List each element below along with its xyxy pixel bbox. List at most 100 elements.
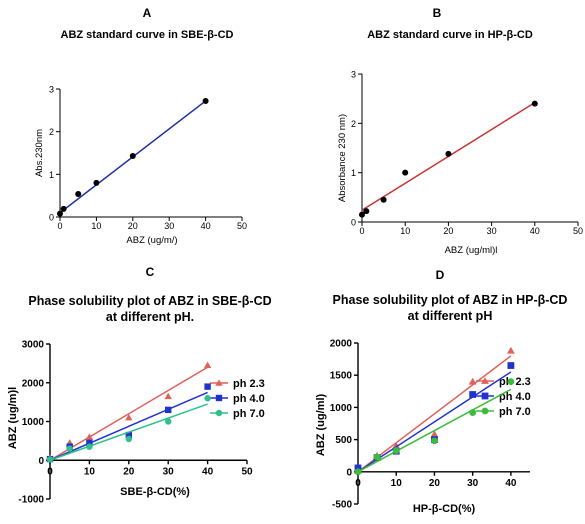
data-point: [57, 210, 63, 217]
panel-d-subtitle: at different pH: [408, 309, 493, 323]
legend-label: ph 4.0: [233, 393, 265, 405]
data-point: [469, 409, 477, 416]
x-tick-label: 30: [467, 478, 479, 489]
x-tick-label: 20: [443, 226, 453, 236]
data-point: [86, 443, 93, 450]
legend-label: ph 4.0: [499, 391, 531, 403]
data-point: [354, 464, 362, 472]
x-tick-label: 40: [530, 226, 540, 236]
data-point: [469, 391, 477, 398]
data-point: [363, 208, 370, 215]
x-tick-label: 40: [505, 478, 517, 489]
data-point: [380, 196, 387, 203]
legend-label: ph 7.0: [499, 406, 531, 418]
panel-letter-b: B: [433, 6, 442, 20]
data-point: [204, 383, 211, 390]
x-tick-label: 10: [400, 226, 410, 236]
fit-line: [357, 355, 512, 473]
legend-marker: [215, 379, 223, 386]
data-point: [373, 453, 381, 461]
x-tick-label: 0: [355, 478, 361, 489]
data-point: [531, 100, 538, 107]
panel-c-xlabel: SBE-β-CD(%): [120, 486, 190, 498]
data-point: [402, 169, 409, 176]
data-point: [359, 211, 365, 218]
x-tick-label: 20: [123, 466, 135, 477]
data-point: [506, 346, 515, 354]
x-tick-label: 30: [164, 221, 174, 231]
data-point: [204, 395, 211, 402]
legend-marker: [215, 394, 223, 402]
x-tick-label: 30: [163, 466, 175, 477]
y-tick-label: 1000: [22, 417, 45, 428]
data-point: [203, 361, 212, 369]
y-tick-label: -1000: [18, 495, 44, 506]
x-tick-label: 10: [391, 478, 403, 489]
data-point: [125, 435, 132, 443]
panel-b: B ABZ standard curve in HP-β-CD ABZ (ug/…: [337, 6, 583, 256]
fit-line: [357, 371, 512, 473]
x-tick-label: 10: [91, 221, 101, 231]
panel-c-title: Phase solubility plot of ABZ in SBE-β-CD: [28, 294, 271, 308]
data-point: [507, 378, 515, 386]
x-tick-label: 0: [359, 226, 364, 236]
panel-a-xlabel: ABZ (ug/m/): [126, 235, 177, 246]
data-point: [129, 152, 136, 159]
y-tick-label: 500: [335, 435, 352, 446]
y-tick-label: 1: [351, 168, 356, 178]
panel-c-ylabel: ABZ (ug/m)l: [7, 387, 19, 449]
data-point: [93, 179, 100, 186]
data-point: [125, 413, 133, 421]
y-tick-label: 2000: [22, 378, 45, 389]
y-tick-label: 3: [49, 85, 54, 95]
legend-label: ph 2.3: [233, 378, 265, 390]
panel-b-xlabel: ABZ (ug/ml)l: [445, 245, 498, 256]
legend-label: ph 7.0: [233, 408, 265, 420]
data-point: [392, 447, 400, 454]
y-tick-label: 3: [351, 70, 356, 80]
y-tick-label: 0: [38, 456, 44, 467]
x-tick-label: 50: [241, 466, 253, 477]
data-point: [445, 150, 452, 157]
fit-line: [49, 391, 208, 461]
x-tick-label: 0: [57, 221, 62, 231]
x-tick-label: 50: [573, 226, 583, 236]
data-point: [86, 439, 93, 447]
y-tick-label: 0: [49, 213, 54, 223]
legend-label: ph 2.3: [499, 376, 531, 388]
panel-a-ylabel: Abs.230nm: [34, 129, 45, 177]
fit-line: [49, 366, 208, 461]
data-point: [202, 97, 209, 104]
legend-marker: [481, 407, 489, 415]
y-tick-label: 2: [49, 127, 54, 137]
panel-c-subtitle: at different pH.: [106, 310, 194, 324]
y-tick-label: 1500: [330, 371, 353, 382]
panel-b-ylabel: Absorbance 230 nm): [337, 114, 348, 202]
panel-letter-d: D: [436, 268, 445, 282]
x-tick-label: 10: [84, 466, 96, 477]
data-point: [507, 362, 515, 369]
data-point: [431, 437, 438, 445]
data-point: [430, 430, 439, 438]
x-tick-label: 50: [237, 221, 247, 231]
y-tick-label: 1: [49, 170, 54, 180]
panel-letter-a: A: [143, 6, 152, 20]
y-tick-label: 1000: [330, 403, 353, 414]
data-point: [165, 406, 172, 414]
x-tick-label: 0: [47, 466, 53, 477]
fit-line: [357, 388, 512, 473]
y-tick-label: 0: [346, 467, 352, 478]
data-point: [125, 431, 132, 439]
fit-line: [49, 403, 208, 461]
panel-d: D Phase solubility plot of ABZ in HP-β-C…: [315, 268, 567, 515]
panel-d-title: Phase solubility plot of ABZ in HP-β-CD: [333, 293, 568, 307]
y-tick-label: -500: [332, 500, 352, 511]
legend-marker: [215, 409, 223, 417]
data-point: [60, 205, 67, 212]
y-tick-label: 3000: [22, 340, 45, 351]
x-tick-label: 40: [201, 221, 211, 231]
panel-b-title: ABZ standard curve in HP-β-CD: [367, 29, 533, 41]
data-point: [75, 190, 82, 197]
legend-marker: [481, 392, 489, 400]
